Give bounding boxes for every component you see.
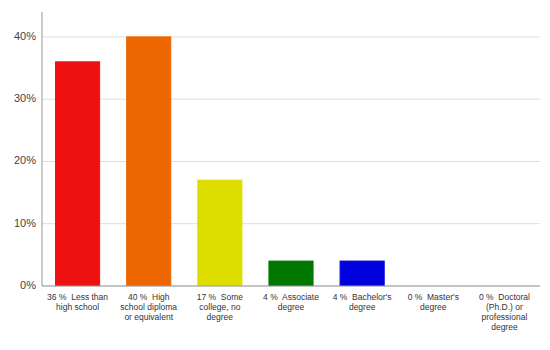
bar [269, 261, 313, 286]
x-tick-label-line: degree [349, 302, 376, 312]
x-tick-label-line: 4 % Associate [263, 292, 319, 302]
x-tick-label: 40 % Highschool diplomaor equivalent [120, 292, 177, 322]
bar [340, 261, 384, 286]
x-tick-label-line: 4 % Bachelor's [333, 292, 392, 302]
x-tick-label-line: degree [491, 322, 518, 332]
x-tick-label: 4 % Associatedegree [263, 292, 319, 312]
bar [198, 180, 242, 286]
x-tick-label-line: high school [56, 302, 99, 312]
x-tick-label-line: professional [482, 312, 528, 322]
grid-line [42, 36, 540, 37]
x-tick-label: 0 % Doctoral(Ph.D.) orprofessionaldegree [479, 292, 530, 332]
x-tick-label-line: 17 % Some [197, 292, 244, 302]
x-tick-label-line: (Ph.D.) or [486, 302, 523, 312]
x-tick-label: 36 % Less thanhigh school [47, 292, 108, 312]
y-tick-label: 20% [14, 154, 36, 166]
bars [56, 37, 385, 286]
y-tick-label: 30% [14, 92, 36, 104]
x-tick-label-line: college, no [199, 302, 240, 312]
x-tick-label-line: or equivalent [124, 312, 173, 322]
x-tick-label-line: degree [278, 302, 305, 312]
grid-line [42, 161, 540, 162]
x-tick-label-line: school diploma [120, 302, 177, 312]
grid-line [42, 286, 540, 287]
bar [127, 37, 171, 286]
x-axis-line [42, 286, 540, 287]
x-tick-label-line: degree [207, 312, 234, 322]
y-axis-line [42, 12, 43, 286]
x-tick-label-line: 36 % Less than [47, 292, 108, 302]
chart-svg: 0% 10% 20% 30% 40% 36 % Less thanhigh school 4… [0, 0, 550, 350]
bar [56, 62, 100, 286]
x-tick-label-line: 0 % Doctoral [479, 292, 530, 302]
x-tick-label-line: degree [420, 302, 447, 312]
chart-container: 0% 10% 20% 30% 40% 36 % Less thanhigh school 4… [0, 0, 550, 350]
y-tick-label: 40% [14, 30, 36, 42]
x-tick-label-line: 40 % High [128, 292, 170, 302]
grid-line [42, 223, 540, 224]
x-tick-label: 17 % Somecollege, nodegree [197, 292, 244, 322]
x-tick-label-line: 0 % Master's [408, 292, 459, 302]
y-tick-label: 10% [14, 217, 36, 229]
grid-line [42, 99, 540, 100]
x-tick-label: 0 % Master'sdegree [408, 292, 459, 312]
x-tick-label: 4 % Bachelor'sdegree [333, 292, 392, 312]
grid [42, 37, 540, 286]
y-tick-label: 0% [20, 279, 36, 291]
